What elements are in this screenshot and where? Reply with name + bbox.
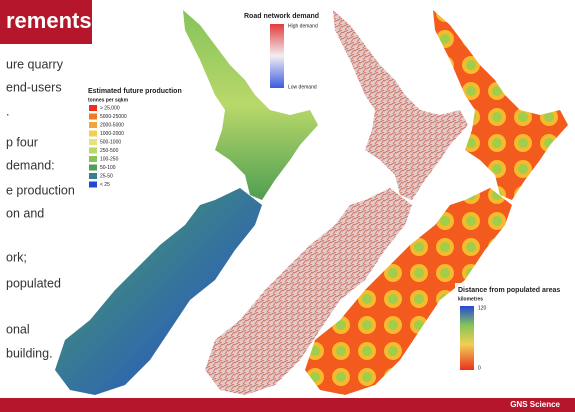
- legend-label: 100-250: [100, 156, 119, 162]
- legend-label: > 25,000: [100, 105, 120, 111]
- title: rements: [6, 8, 92, 33]
- legend-swatch: [89, 181, 97, 188]
- distance-legend: Distance from populated areas kilometres…: [455, 283, 560, 373]
- bullet-text: e production: [6, 183, 75, 197]
- bullet-text: on and: [6, 206, 44, 220]
- legend-label: 50-100: [100, 165, 116, 171]
- legend-swatch: [89, 147, 97, 154]
- legend-title: Estimated future production: [88, 88, 182, 95]
- bullet-text: ork;: [6, 250, 27, 264]
- legend-label: < 25: [100, 182, 110, 188]
- legend-label: 1000-2000: [100, 131, 124, 137]
- legend-label: 250-500: [100, 148, 119, 154]
- bullet-text: onal: [6, 322, 30, 336]
- legend-title: Distance from populated areas: [458, 287, 560, 294]
- legend-unit: tonnes per sqkm: [88, 97, 129, 103]
- bullet-text: p four: [6, 135, 38, 149]
- bullet-text: building.: [6, 346, 53, 360]
- legend-swatch: [89, 105, 97, 111]
- legend-max: 120: [478, 305, 487, 311]
- bullet-text: populated: [6, 276, 61, 290]
- legend-high: High demand: [288, 23, 318, 29]
- legend-unit: kilometres: [458, 296, 483, 302]
- production-legend: Estimated future production tonnes per s…: [85, 85, 183, 197]
- legend-label: 2000-5000: [100, 122, 124, 128]
- legend-label: 5000-25000: [100, 114, 127, 120]
- legend-swatch: [89, 164, 97, 171]
- legend-swatch: [89, 130, 97, 137]
- legend-title: Road network demand: [244, 13, 319, 20]
- legend-low: Low demand: [288, 84, 317, 90]
- legend-swatch: [89, 113, 97, 120]
- title-box: [0, 0, 92, 44]
- road-legend: Road network demand High demand Low dema…: [244, 13, 319, 90]
- legend-swatch: [89, 156, 97, 162]
- legend-label: 25-50: [100, 173, 113, 179]
- legend-swatch: [89, 173, 97, 179]
- legend-min: 0: [478, 365, 481, 371]
- bullets: ure quarry end-users. p four demand: e produ…: [6, 57, 75, 360]
- color-bar: [270, 24, 284, 88]
- bullet-text: end-users: [6, 80, 62, 94]
- color-bar: [460, 306, 474, 370]
- footer-bar: [0, 398, 575, 412]
- footer-text: GNS Science: [510, 400, 560, 409]
- legend-swatch: [89, 139, 97, 145]
- bullet-text: ure quarry: [6, 57, 64, 71]
- bullet-text: .: [6, 104, 9, 118]
- bullet-text: demand:: [6, 158, 55, 172]
- legend-label: 500-1000: [100, 139, 121, 145]
- legend-swatch: [89, 122, 97, 128]
